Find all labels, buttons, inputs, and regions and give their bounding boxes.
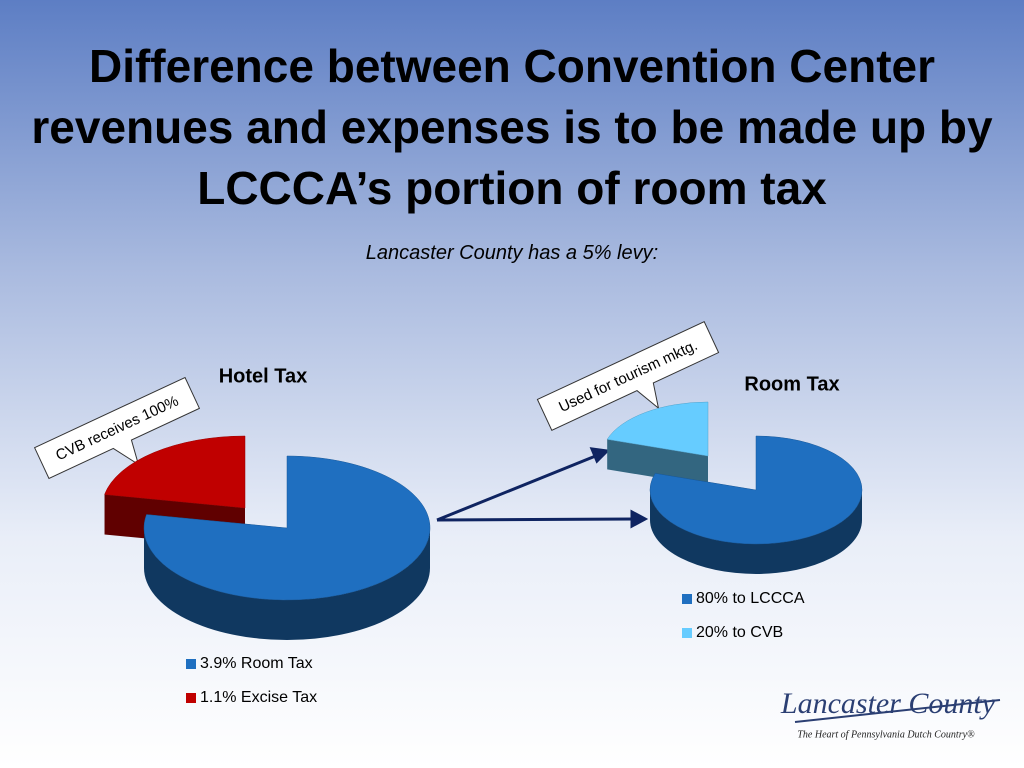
legend-swatch: [186, 659, 196, 669]
slice-cut-face: [607, 439, 708, 486]
legend-swatch: [682, 594, 692, 604]
legend-label: 3.9% Room Tax: [200, 655, 313, 672]
legend-label: 1.1% Excise Tax: [200, 689, 317, 706]
legend-label: 20% to CVB: [696, 624, 783, 641]
arrows: [436, 447, 649, 529]
pie-slice-group: [143, 455, 431, 640]
slide-title: Difference between Convention Center rev…: [31, 40, 993, 214]
arrow: [436, 517, 635, 522]
slice-side: [144, 528, 430, 640]
legend-swatch: [682, 628, 692, 638]
logo-tagline: The Heart of Pennsylvania Dutch Country®: [797, 729, 975, 740]
chart-title: Hotel Tax: [219, 365, 308, 387]
slice-side: [650, 490, 862, 574]
legend-swatch: [186, 693, 196, 703]
arrow-head: [630, 509, 649, 529]
callout-box: [536, 321, 720, 431]
legend-label: 80% to LCCCA: [696, 590, 805, 607]
pie-slice: [606, 401, 709, 457]
arrow-head: [589, 447, 611, 464]
pie-slice: [143, 455, 431, 601]
pie-slice: [649, 435, 863, 545]
logo: Lancaster County The Heart of Pennsylvan…: [780, 687, 1001, 740]
chart-title: Room Tax: [744, 373, 839, 395]
pie-slice-group: [649, 435, 863, 574]
callout-box: [33, 376, 201, 480]
arrow: [436, 453, 599, 522]
pie-slice-group: [606, 401, 709, 486]
logo-swash: [794, 699, 1001, 723]
pie-slice: [104, 435, 246, 509]
slide-subtitle: Lancaster County has a 5% levy:: [365, 242, 659, 264]
